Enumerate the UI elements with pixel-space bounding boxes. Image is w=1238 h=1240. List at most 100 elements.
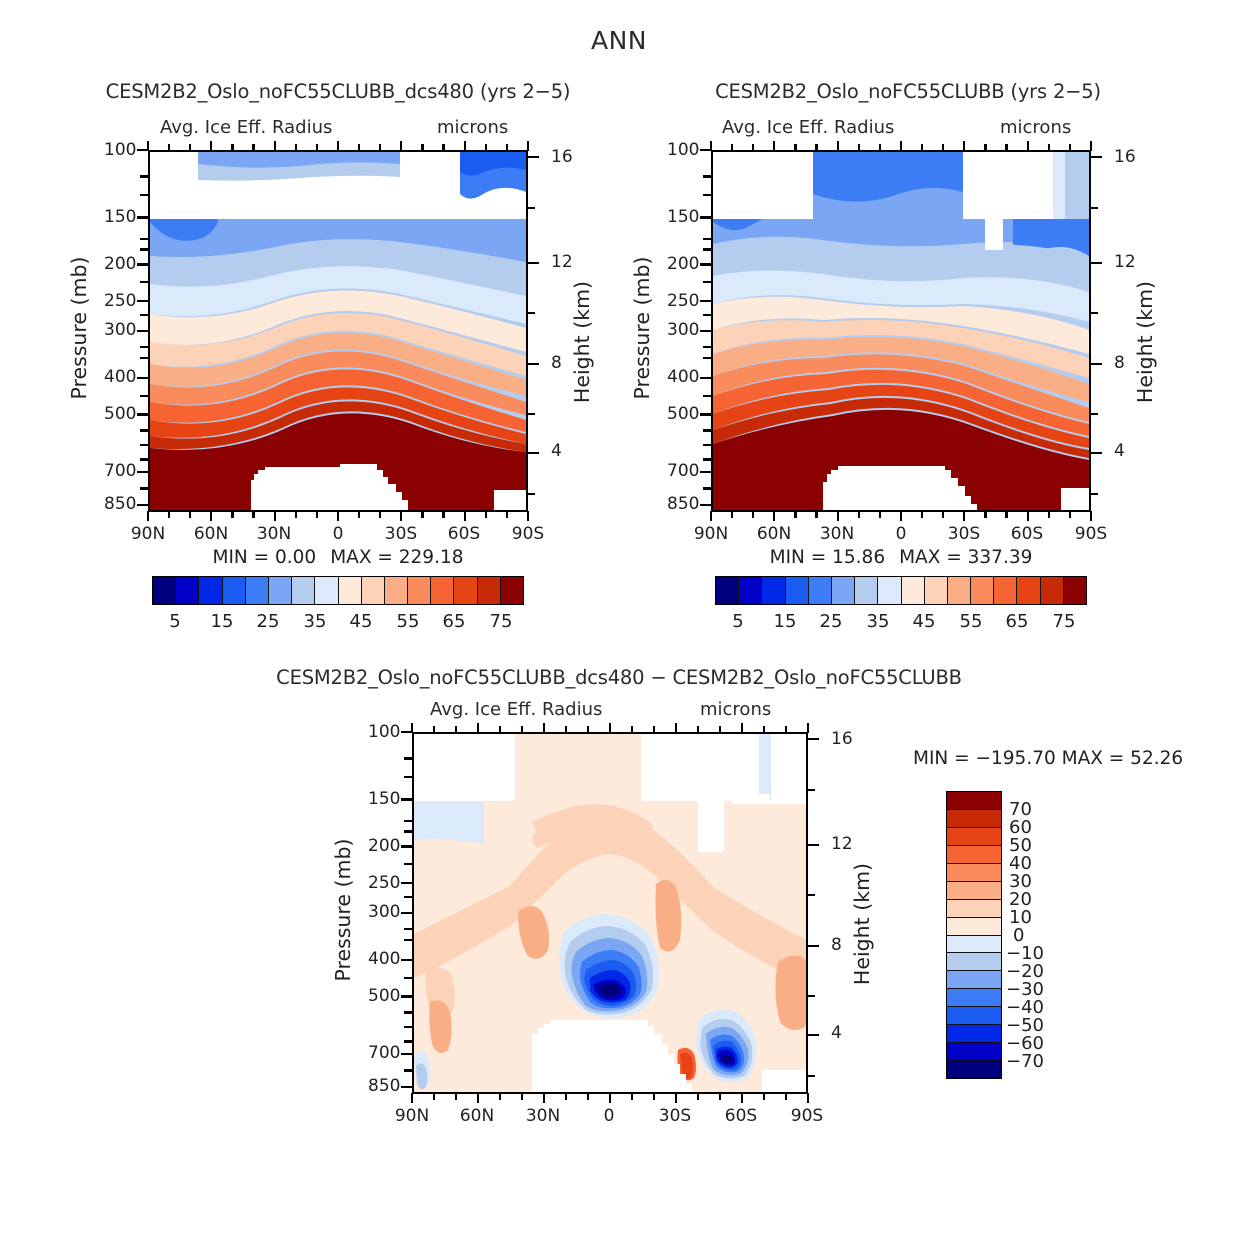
ytick-minor	[140, 357, 149, 360]
colorbar-tick-label: 30	[1009, 871, 1032, 892]
colorbar-test[interactable]	[152, 576, 524, 605]
ytick2-minor	[807, 995, 815, 998]
height-axis-label: Height (km)	[570, 280, 594, 404]
xtick-minor	[358, 511, 361, 518]
ytick2-label: 12	[1114, 252, 1136, 272]
colorbar-swatch	[947, 899, 1001, 918]
xtick-minor	[878, 511, 881, 518]
ytick-label: 200	[667, 254, 700, 274]
ytick2-minor	[1090, 206, 1098, 209]
ytick-minor	[404, 895, 413, 898]
xtick-minor	[432, 726, 436, 733]
ytick-minor	[404, 939, 413, 942]
colorbar-swatch	[947, 863, 1001, 882]
xtick-label: 30S	[658, 1106, 692, 1126]
colorbar-swatch	[1017, 577, 1041, 604]
colorbar-swatch	[739, 577, 763, 604]
colorbar-swatch	[947, 971, 1001, 990]
xtick-minor	[168, 144, 171, 151]
ytick-label: 850	[104, 494, 137, 514]
xtick-major	[1026, 141, 1029, 151]
xtick-major	[740, 1093, 744, 1103]
ytick-major	[137, 299, 149, 303]
colorbar-tick-label: −30	[1006, 979, 1044, 1000]
plot-panel-difference[interactable]	[412, 732, 808, 1094]
xtick-minor	[731, 144, 734, 151]
xtick-minor	[1068, 511, 1071, 518]
ytick2-minor	[807, 893, 815, 896]
xtick-minor	[630, 1093, 634, 1100]
xtick-major	[410, 723, 414, 733]
ytick-label: 250	[104, 291, 137, 311]
colorbar-swatch	[762, 577, 786, 604]
ytick2-label: 8	[1114, 353, 1125, 373]
pressure-axis-label: Pressure (mb)	[630, 256, 654, 400]
ytick-major	[401, 1086, 413, 1089]
ytick-label: 250	[368, 873, 401, 893]
colorbar-tick-label: 65	[1005, 611, 1029, 632]
xtick-major	[410, 1093, 414, 1103]
ytick2-major	[807, 738, 819, 741]
colorbar-tick-label: 15	[210, 611, 234, 632]
xtick-label: 30S	[947, 524, 981, 544]
colorbar-tick-label: 25	[256, 611, 280, 632]
ytick-minor	[140, 237, 149, 240]
variable-name-difference: Avg. Ice Eff. Radius	[430, 699, 603, 720]
colorbar-difference[interactable]	[946, 791, 1002, 1079]
xtick-minor	[1047, 511, 1050, 518]
colorbar-swatch	[338, 577, 362, 604]
ytick-label: 100	[667, 140, 700, 160]
plot-panel-control[interactable]	[711, 150, 1091, 512]
xtick-minor	[1005, 144, 1008, 151]
colorbar-swatch	[222, 577, 246, 604]
colorbar-swatch	[361, 577, 385, 604]
xtick-label: 90N	[693, 524, 729, 544]
colorbar-swatch	[947, 1025, 1001, 1044]
colorbar-swatch	[947, 827, 1001, 846]
xtick-minor	[358, 144, 361, 151]
plot-panel-test[interactable]	[148, 150, 528, 512]
xtick-major	[836, 141, 839, 151]
xtick-major	[740, 723, 744, 733]
xtick-minor	[762, 1093, 766, 1100]
xtick-minor	[942, 511, 945, 518]
xtick-minor	[762, 726, 766, 733]
xtick-minor	[421, 144, 424, 151]
xtick-minor	[731, 511, 734, 518]
ytick-label: 400	[667, 367, 700, 387]
ytick-minor	[140, 248, 149, 251]
xtick-label: 90S	[1074, 524, 1108, 544]
ytick-minor	[140, 487, 149, 490]
xtick-minor	[586, 1093, 590, 1100]
xtick-label: 0	[603, 1106, 615, 1126]
xtick-major	[463, 141, 466, 151]
ytick-minor	[703, 313, 712, 316]
xtick-minor	[1005, 511, 1008, 518]
ytick2-label: 4	[831, 1023, 842, 1043]
colorbar-swatch	[245, 577, 269, 604]
colorbar-swatch	[878, 577, 902, 604]
colorbar-control[interactable]	[715, 576, 1087, 605]
minmax-test: MIN = 0.00 MAX = 229.18	[148, 547, 528, 568]
ytick-label: 500	[667, 404, 700, 424]
xtick-minor	[752, 144, 755, 151]
colorbar-tick-label: 5	[732, 611, 744, 632]
pressure-axis-label: Pressure (mb)	[67, 256, 91, 400]
ytick-minor	[140, 313, 149, 316]
xtick-minor	[1047, 144, 1050, 151]
colorbar-swatch	[1063, 577, 1086, 604]
ytick-major	[401, 911, 413, 914]
ytick-label: 300	[104, 320, 137, 340]
ytick-minor	[703, 194, 712, 197]
colorbar-swatch	[924, 577, 948, 604]
ytick-major	[401, 845, 413, 848]
ytick-minor	[404, 830, 413, 833]
xtick-major	[476, 1093, 480, 1103]
contour-field-test	[150, 152, 526, 510]
min-text-control: MIN = 15.86	[769, 547, 886, 568]
xtick-minor	[652, 1093, 656, 1100]
ytick-major	[700, 299, 712, 303]
ytick2-label: 16	[551, 147, 573, 167]
xtick-minor	[505, 511, 508, 518]
